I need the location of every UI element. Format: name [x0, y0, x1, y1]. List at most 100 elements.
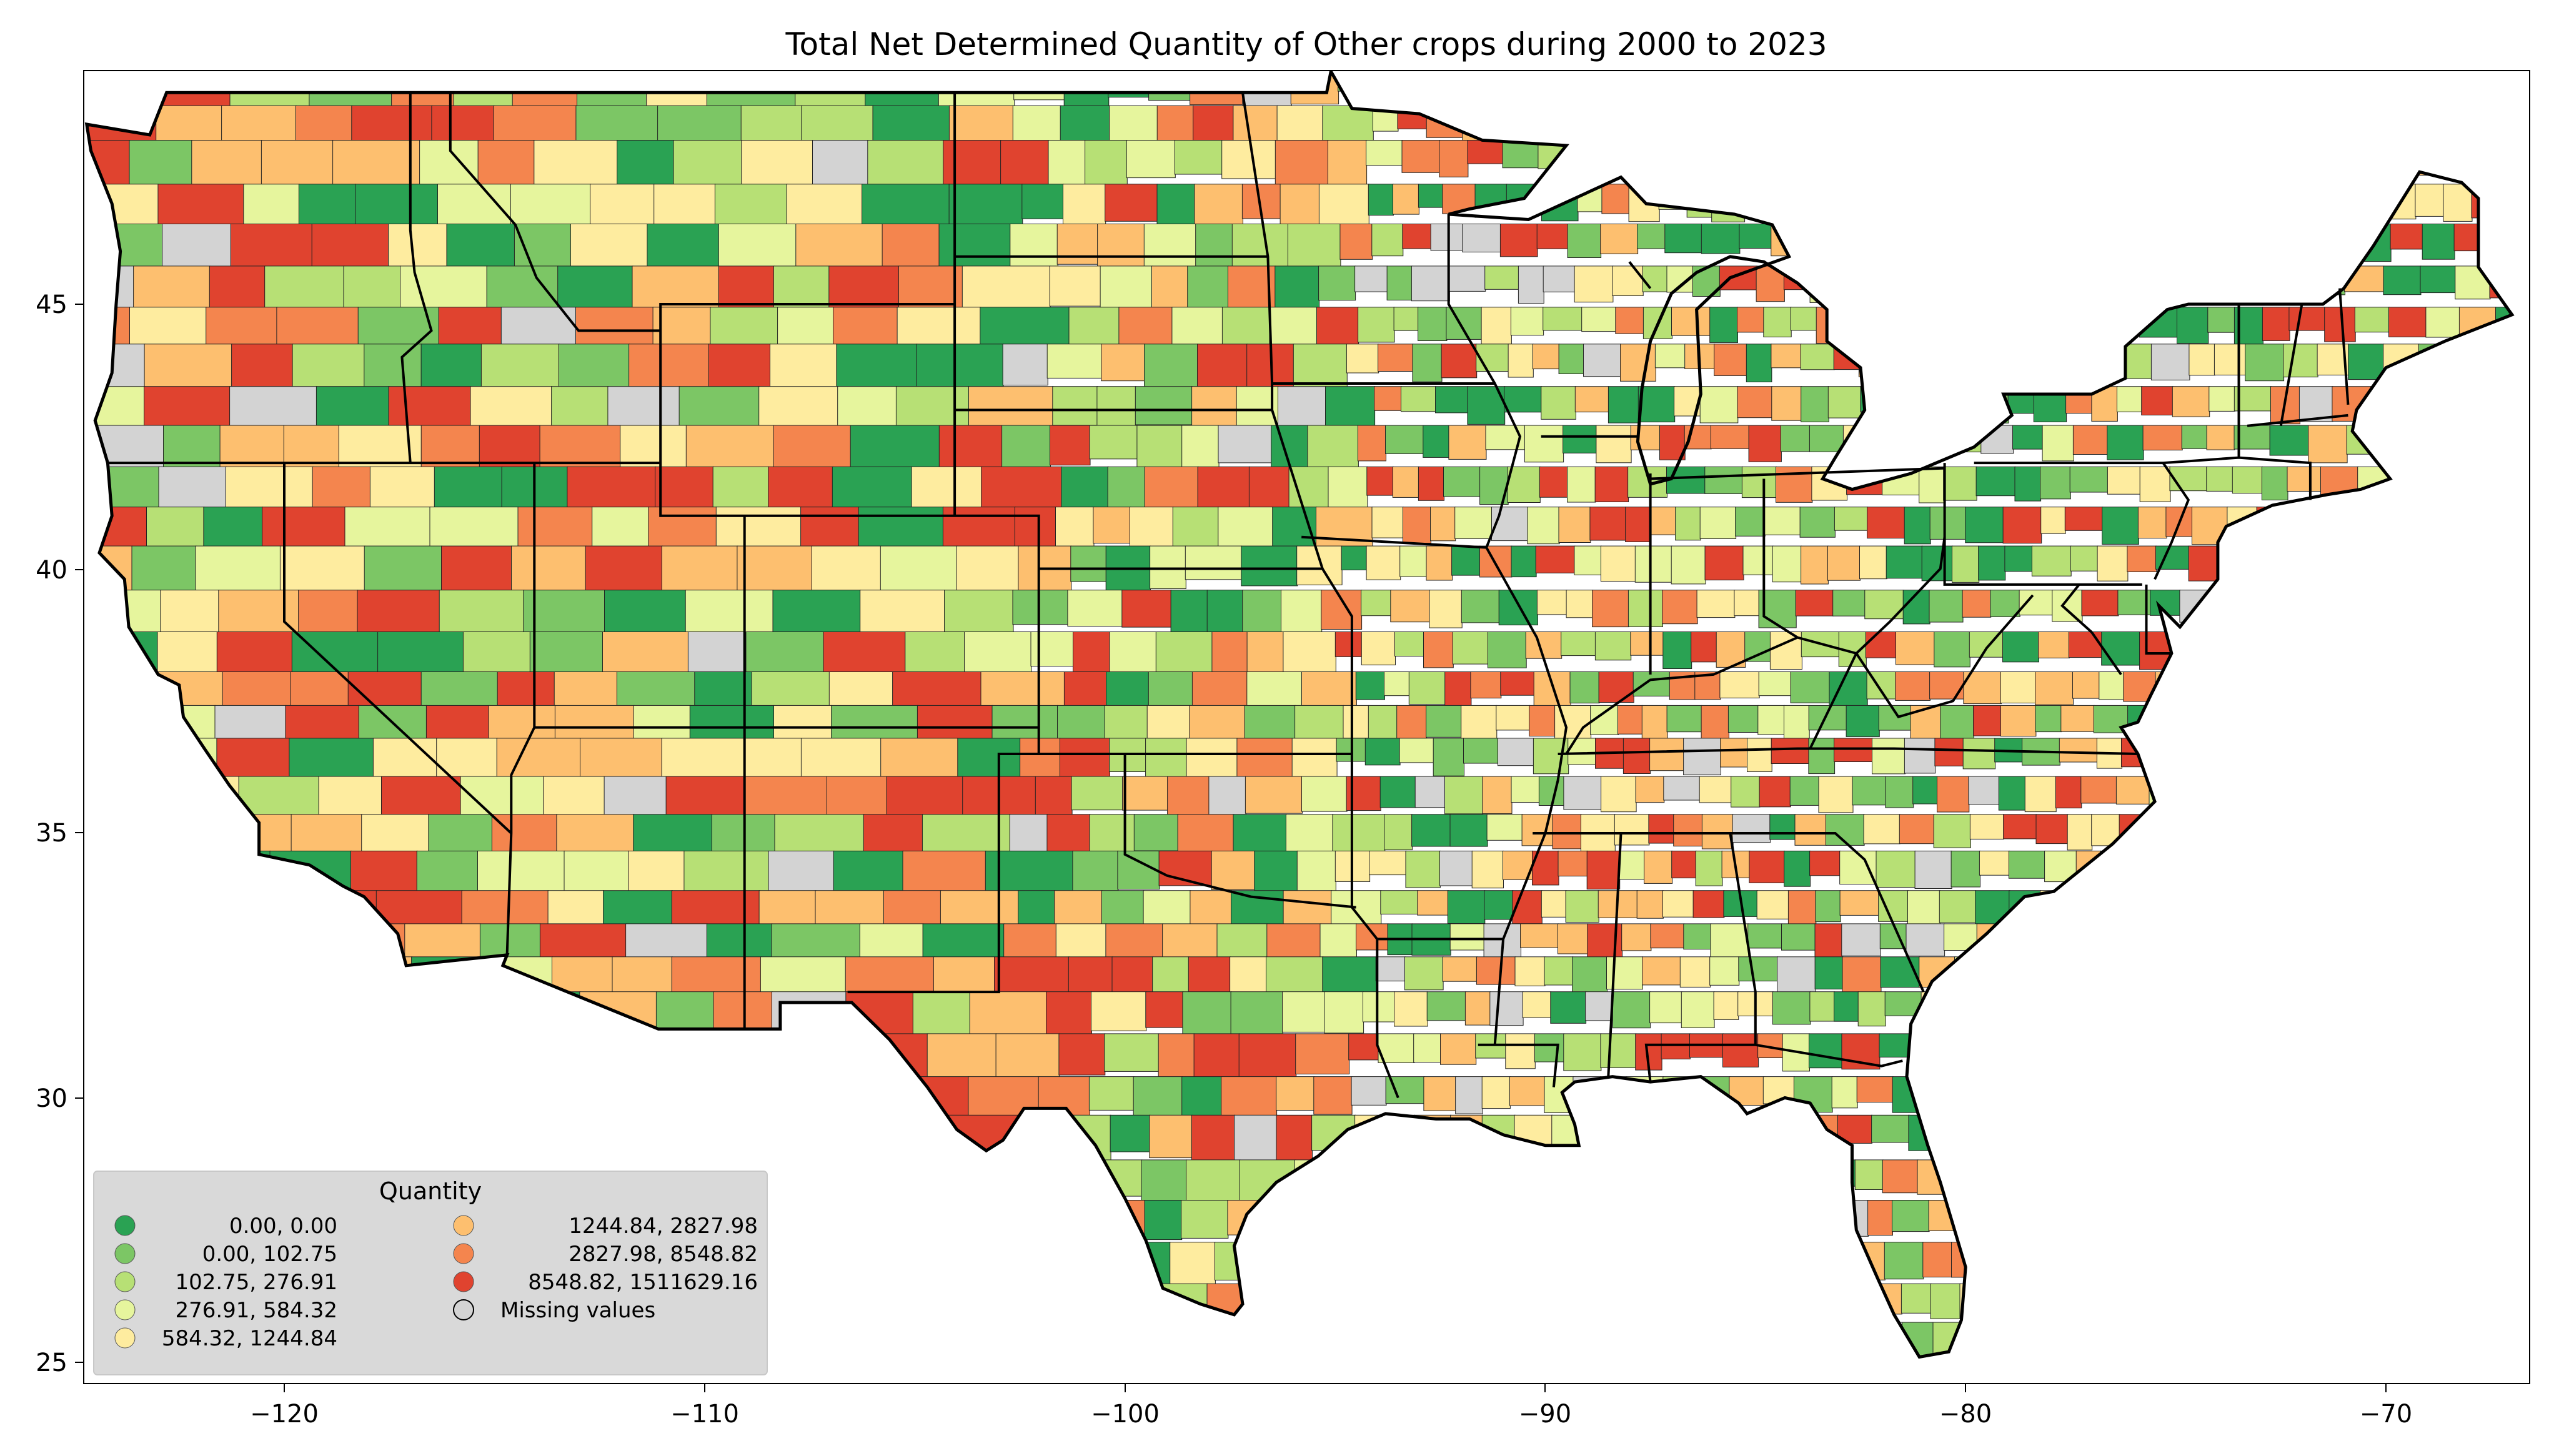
county-polygon — [1534, 1033, 1565, 1062]
county-polygon — [1030, 631, 1074, 666]
county-polygon — [2040, 466, 2071, 500]
county-polygon — [1809, 425, 1844, 452]
county-polygon — [1052, 386, 1098, 426]
county-polygon — [1692, 890, 1725, 918]
county-polygon — [2422, 224, 2455, 260]
county-polygon — [1181, 1200, 1229, 1239]
county-polygon — [1664, 224, 1702, 254]
county-polygon — [1814, 923, 1843, 959]
county-polygon — [1695, 850, 1723, 886]
county-polygon — [1649, 738, 1685, 771]
county-polygon — [1471, 850, 1504, 889]
county-polygon — [1771, 386, 1802, 421]
county-polygon — [1650, 923, 1685, 949]
county-polygon — [2383, 265, 2422, 295]
legend-title: Quantity — [379, 1177, 482, 1205]
county-polygon — [2141, 386, 2174, 416]
county-polygon — [1145, 738, 1188, 779]
county-polygon — [1895, 671, 1930, 701]
county-polygon — [1543, 307, 1583, 331]
county-polygon — [2207, 307, 2235, 333]
legend-swatch — [114, 1243, 136, 1264]
county-polygon — [1636, 890, 1664, 919]
county-polygon — [1527, 507, 1560, 545]
county-polygon — [1763, 307, 1792, 337]
county-polygon — [2262, 307, 2290, 341]
county-polygon — [1021, 184, 1065, 219]
county-polygon — [1737, 307, 1765, 333]
county-polygon — [2068, 631, 2103, 658]
county-polygon — [1390, 590, 1431, 623]
county-polygon — [1939, 890, 1977, 923]
legend-label: 276.91, 584.32 — [175, 1298, 337, 1323]
legend-entry: 0.00, 0.00 — [114, 1214, 337, 1239]
county-polygon — [1771, 738, 1810, 765]
county-polygon — [1499, 224, 1538, 257]
county-polygon — [1558, 923, 1589, 954]
county-polygon — [1510, 307, 1544, 336]
legend-entry: 102.75, 276.91 — [114, 1270, 337, 1295]
county-polygon — [1738, 956, 1779, 982]
county-polygon — [1596, 425, 1632, 463]
county-polygon — [1520, 923, 1559, 948]
county-polygon — [1589, 507, 1627, 541]
county-polygon — [2209, 386, 2235, 412]
county-polygon — [1481, 307, 1512, 345]
county-polygon — [1447, 890, 1486, 924]
county-polygon — [1454, 507, 1493, 539]
county-polygon — [1662, 631, 1692, 669]
county-polygon — [1808, 705, 1847, 731]
county-polygon — [2172, 386, 2210, 417]
county-polygon — [1659, 425, 1686, 460]
county-polygon — [2004, 545, 2033, 572]
county-polygon — [1764, 507, 1801, 535]
county-polygon — [1968, 776, 2000, 805]
county-polygon — [2528, 776, 2553, 808]
county-polygon — [1280, 184, 1320, 230]
county-polygon — [1097, 224, 1145, 269]
county-polygon — [1001, 425, 1051, 473]
county-polygon — [1426, 991, 1466, 1021]
county-polygon — [2080, 776, 2118, 804]
county-polygon — [1393, 307, 1419, 331]
county-polygon — [1511, 545, 1537, 578]
county-polygon — [1487, 631, 1527, 668]
x-tick-label: −110 — [670, 1400, 739, 1429]
county-polygon — [1524, 425, 1564, 463]
county-polygon — [1375, 956, 1406, 982]
county-polygon — [1929, 671, 1965, 700]
county-polygon — [1780, 425, 1811, 452]
county-polygon — [1594, 631, 1632, 661]
county-polygon — [1832, 590, 1866, 617]
county-polygon — [1234, 1114, 1278, 1162]
county-polygon — [1563, 425, 1598, 453]
legend-box — [93, 1171, 768, 1375]
county-polygon — [1141, 1159, 1188, 1202]
county-polygon — [1402, 507, 1431, 544]
county-polygon — [1063, 671, 1108, 709]
county-polygon — [1742, 545, 1774, 575]
county-polygon — [1441, 344, 1478, 379]
county-polygon — [1539, 466, 1569, 498]
county-polygon — [1757, 705, 1786, 735]
county-polygon — [1532, 344, 1560, 370]
county-polygon — [1191, 671, 1248, 708]
county-polygon — [1962, 738, 1996, 770]
county-polygon — [2324, 307, 2356, 342]
county-polygon — [1482, 776, 1513, 815]
county-polygon — [2019, 590, 2054, 616]
county-polygon — [1341, 545, 1368, 570]
county-polygon — [1748, 425, 1782, 462]
county-polygon — [1351, 1076, 1387, 1106]
county-polygon — [1574, 545, 1602, 575]
county-polygon — [1714, 344, 1747, 376]
county-polygon — [1998, 776, 2026, 811]
county-polygon — [1884, 1242, 1924, 1280]
county-polygon — [2298, 386, 2333, 422]
county-polygon — [2530, 307, 2559, 345]
county-polygon — [1615, 307, 1644, 334]
county-polygon — [1396, 705, 1428, 739]
legend-label: 0.00, 0.00 — [229, 1214, 337, 1239]
county-polygon — [1567, 224, 1602, 258]
county-polygon — [1126, 140, 1176, 179]
